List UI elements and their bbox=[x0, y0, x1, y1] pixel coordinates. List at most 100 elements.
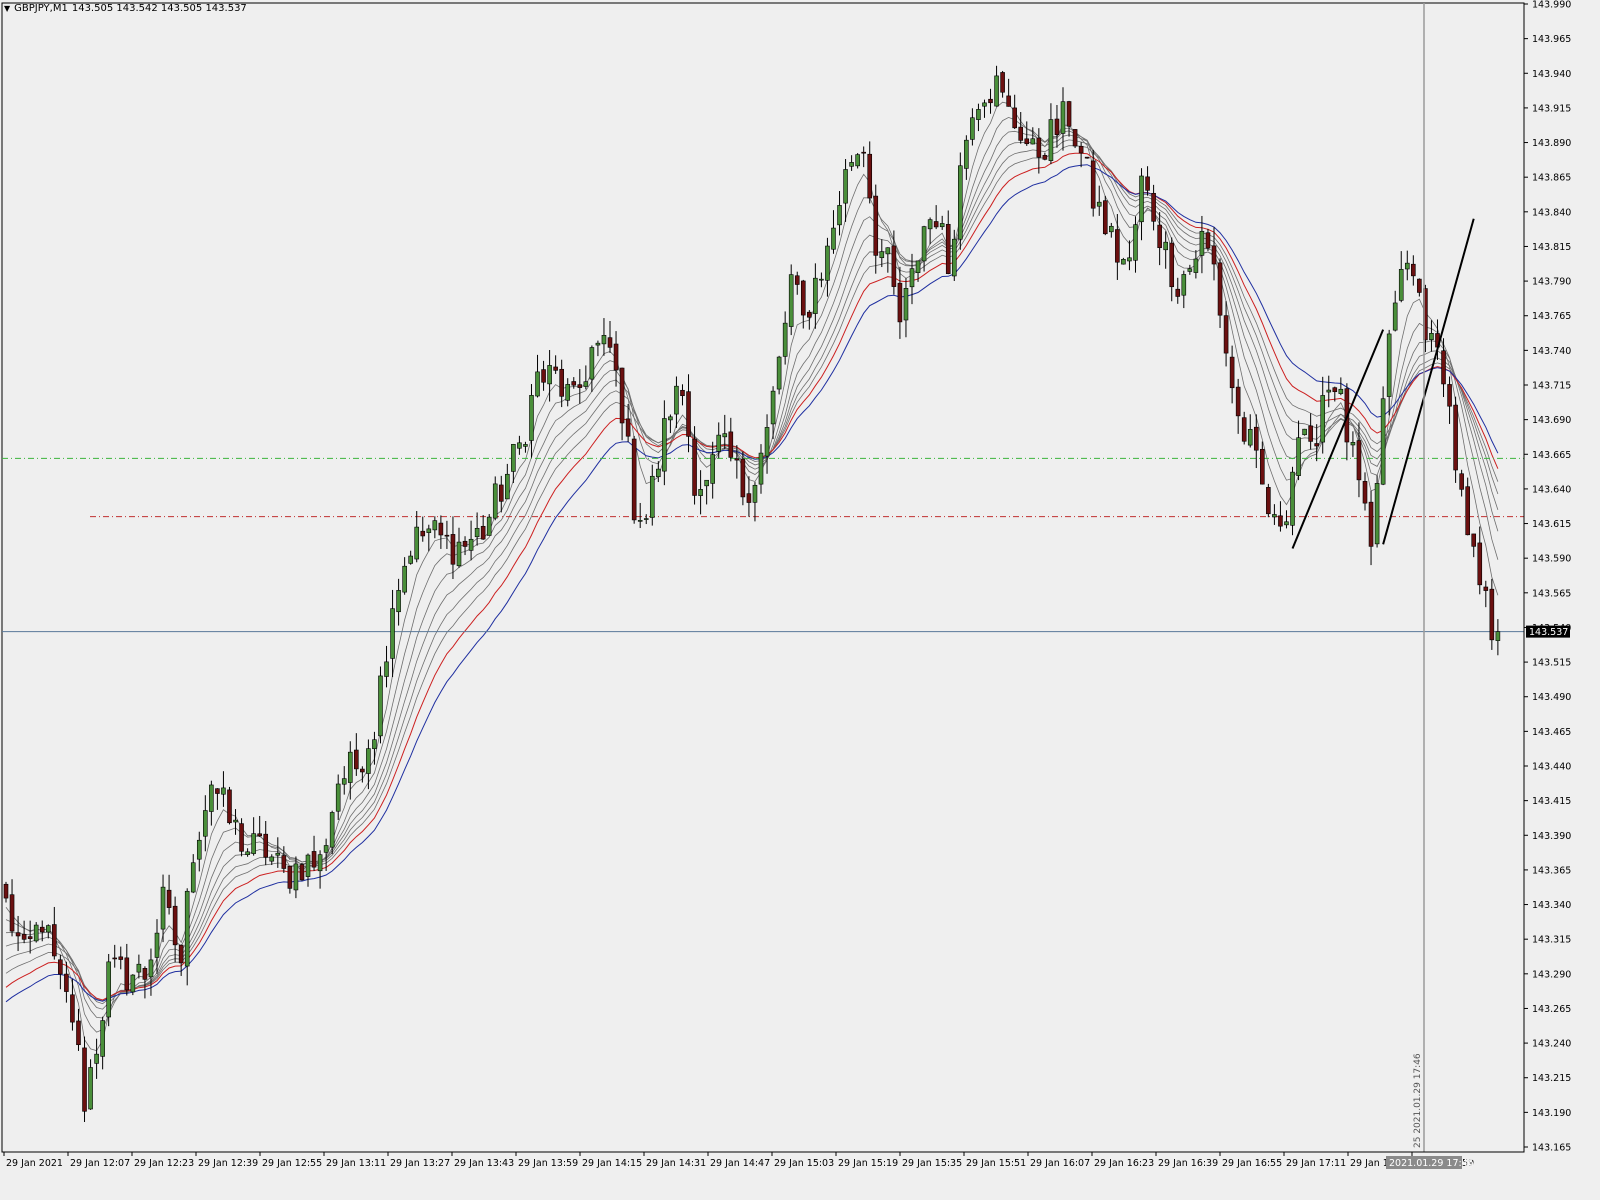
candle[interactable] bbox=[1350, 431, 1356, 457]
candle[interactable] bbox=[1024, 121, 1030, 146]
candle[interactable] bbox=[468, 520, 474, 561]
candle[interactable] bbox=[553, 355, 558, 374]
candle[interactable] bbox=[704, 479, 709, 505]
candle[interactable] bbox=[1151, 184, 1156, 231]
candle[interactable] bbox=[257, 815, 262, 837]
candle[interactable] bbox=[897, 266, 903, 339]
candle[interactable] bbox=[154, 919, 160, 974]
candle[interactable] bbox=[837, 191, 842, 236]
candle[interactable] bbox=[390, 589, 395, 678]
candle[interactable] bbox=[3, 881, 9, 903]
candle[interactable] bbox=[1199, 215, 1205, 274]
candle[interactable] bbox=[970, 108, 975, 146]
candle[interactable] bbox=[1133, 216, 1138, 273]
candle[interactable] bbox=[788, 264, 794, 336]
candle[interactable] bbox=[565, 378, 571, 407]
candle[interactable] bbox=[82, 1036, 87, 1123]
candle[interactable] bbox=[124, 943, 130, 996]
candle[interactable] bbox=[1217, 258, 1223, 328]
candle[interactable] bbox=[849, 155, 854, 171]
candle[interactable] bbox=[408, 550, 413, 565]
candle[interactable] bbox=[438, 515, 444, 549]
candle[interactable] bbox=[1320, 376, 1326, 454]
candle[interactable] bbox=[215, 788, 220, 810]
candle[interactable] bbox=[1115, 214, 1120, 280]
candle[interactable] bbox=[1332, 386, 1338, 402]
candle[interactable] bbox=[1459, 469, 1464, 497]
candle[interactable] bbox=[1157, 212, 1162, 266]
candle[interactable] bbox=[559, 359, 564, 408]
candle[interactable] bbox=[384, 645, 389, 688]
candle[interactable] bbox=[287, 865, 293, 894]
candle[interactable] bbox=[976, 103, 981, 132]
candle[interactable] bbox=[58, 954, 63, 990]
candle[interactable] bbox=[571, 377, 577, 389]
candle[interactable] bbox=[1398, 251, 1404, 303]
candle[interactable] bbox=[1374, 475, 1380, 548]
candle[interactable] bbox=[209, 780, 214, 826]
candle[interactable] bbox=[1368, 490, 1374, 566]
candle[interactable] bbox=[136, 954, 142, 979]
price-axis[interactable]: 143.990 143.965 143.940 143.915 143.890 143.8… bbox=[1523, 0, 1571, 1154]
candle[interactable] bbox=[668, 414, 673, 434]
candle[interactable] bbox=[1447, 376, 1452, 424]
trend-line-1[interactable] bbox=[1291, 329, 1385, 549]
candle[interactable] bbox=[444, 520, 450, 549]
candle[interactable] bbox=[148, 948, 154, 996]
candle[interactable] bbox=[1362, 472, 1368, 511]
candle[interactable] bbox=[1121, 257, 1126, 265]
candle[interactable] bbox=[1483, 580, 1489, 608]
candle[interactable] bbox=[1471, 533, 1477, 558]
candle[interactable] bbox=[1078, 142, 1084, 168]
candle[interactable] bbox=[1096, 185, 1102, 216]
candle[interactable] bbox=[891, 230, 897, 295]
candle[interactable] bbox=[1223, 301, 1229, 367]
candle[interactable] bbox=[1193, 250, 1199, 279]
candle[interactable] bbox=[118, 946, 124, 970]
candle[interactable] bbox=[1260, 441, 1265, 485]
candle[interactable] bbox=[1072, 129, 1078, 149]
candle[interactable] bbox=[172, 896, 178, 963]
candle[interactable] bbox=[740, 451, 746, 506]
candle[interactable] bbox=[656, 461, 661, 483]
candle[interactable] bbox=[1278, 501, 1283, 532]
candle[interactable] bbox=[196, 831, 202, 872]
candle[interactable] bbox=[710, 441, 715, 499]
candle[interactable] bbox=[631, 435, 637, 524]
candle[interactable] bbox=[607, 320, 613, 353]
candle[interactable] bbox=[456, 527, 462, 568]
candle[interactable] bbox=[245, 848, 250, 857]
candle[interactable] bbox=[221, 771, 226, 807]
candle[interactable] bbox=[269, 854, 275, 866]
candle[interactable] bbox=[958, 152, 963, 250]
candle[interactable] bbox=[994, 65, 999, 107]
candle[interactable] bbox=[903, 278, 909, 338]
candle[interactable] bbox=[1495, 619, 1501, 656]
candle[interactable] bbox=[1417, 278, 1422, 297]
trend-line-2[interactable] bbox=[1382, 218, 1475, 545]
candle[interactable] bbox=[1386, 329, 1392, 416]
candle[interactable] bbox=[106, 953, 111, 1027]
candle[interactable] bbox=[807, 310, 812, 330]
candle[interactable] bbox=[625, 404, 631, 442]
candle[interactable] bbox=[523, 441, 528, 453]
candle[interactable] bbox=[1247, 414, 1253, 448]
candle[interactable] bbox=[347, 741, 353, 800]
candle[interactable] bbox=[1284, 510, 1289, 529]
candle[interactable] bbox=[933, 205, 939, 230]
candle[interactable] bbox=[982, 99, 987, 118]
candle[interactable] bbox=[1066, 100, 1072, 137]
candle[interactable] bbox=[589, 345, 595, 393]
candle[interactable] bbox=[649, 464, 655, 526]
candle[interactable] bbox=[764, 414, 770, 474]
candle[interactable] bbox=[1229, 345, 1235, 404]
candle[interactable] bbox=[1084, 156, 1090, 159]
triangle-down-icon[interactable]: ▼ bbox=[4, 4, 11, 13]
candle[interactable] bbox=[927, 217, 933, 245]
candle[interactable] bbox=[1326, 375, 1332, 408]
candle[interactable] bbox=[945, 210, 951, 275]
candle[interactable] bbox=[130, 974, 136, 996]
candle[interactable] bbox=[275, 837, 281, 868]
candle[interactable] bbox=[402, 557, 407, 595]
